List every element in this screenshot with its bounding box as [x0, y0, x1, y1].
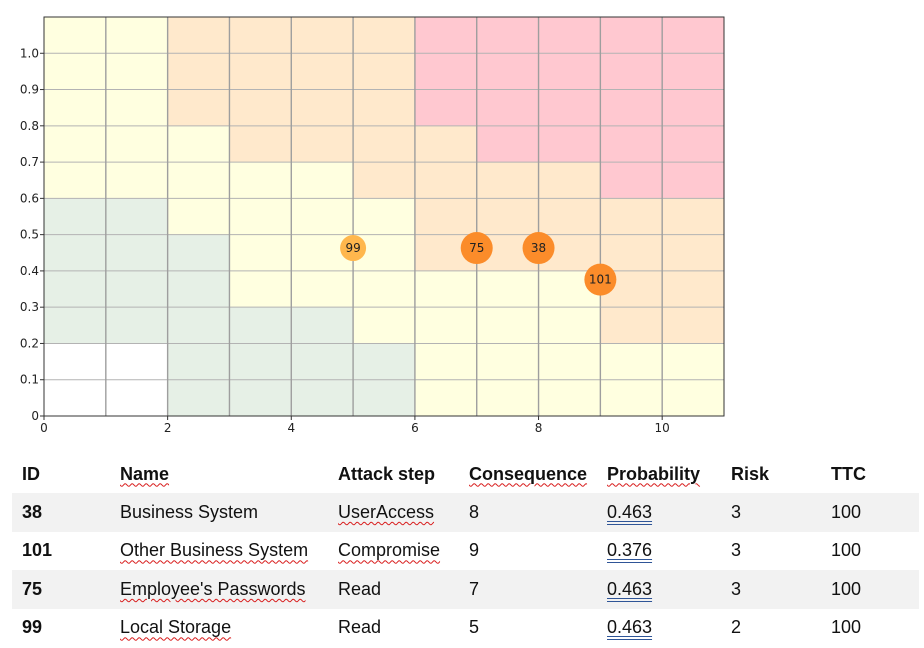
cell-ttc: 100	[831, 540, 862, 561]
y-tick-label: 0.8	[20, 119, 39, 133]
risk-zone-high	[167, 17, 230, 126]
data-point	[460, 232, 493, 265]
cell-name: Other Business System	[120, 540, 309, 561]
cell-name: Local Storage	[120, 617, 232, 638]
risk-matrix-chart: 0 2 4 6 8 10 0 0.1 0.2 0.3 0.4 0.5 0.6 0.7 0.8 0.9 1.0 9…	[20, 16, 725, 435]
data-points: 99 75 38 101	[340, 232, 617, 296]
y-tick-label: 0.5	[20, 228, 39, 242]
cell-consequence: 9	[469, 540, 480, 561]
cell-probability: 0.463	[607, 617, 653, 638]
y-tick-label: 1.0	[20, 46, 39, 60]
cell-id: 75	[12, 570, 110, 609]
x-tick-label: 6	[411, 421, 419, 435]
y-tick-label: 0.1	[20, 373, 39, 387]
data-point	[584, 263, 617, 296]
x-tick-label: 4	[287, 421, 295, 435]
cell-risk: 2	[731, 617, 742, 638]
risk-zone-critical	[414, 17, 477, 126]
risk-zone-medium	[167, 125, 230, 235]
cell-probability: 0.463	[597, 493, 721, 532]
cell-attack-step: Read	[328, 570, 459, 609]
cell-consequence: 5	[469, 617, 480, 638]
x-tick-label: 2	[164, 421, 172, 435]
header-consequence: Consequence	[469, 463, 588, 484]
cell-probability: 0.376	[607, 540, 653, 561]
data-point-label: 38	[531, 241, 546, 255]
x-tick-label: 0	[40, 421, 48, 435]
y-tick-label: 0	[31, 409, 39, 423]
cell-attack-step: Compromise	[338, 540, 441, 561]
y-tick-label: 0.2	[20, 336, 39, 350]
header-probability: Probability	[607, 463, 701, 484]
table-row: 38 Business System UserAccess 8 0.463 3 …	[12, 493, 919, 532]
x-tick-label: 10	[655, 421, 670, 435]
cell-id: 101	[22, 540, 53, 561]
y-tick-label: 0.4	[20, 264, 39, 278]
risk-zone-high	[353, 17, 415, 199]
header-attack-step: Attack step	[338, 463, 436, 484]
cell-ttc: 100	[821, 493, 919, 532]
plot-frame	[43, 16, 725, 417]
table-row: 99 Local Storage Read 5 0.463 2 100	[12, 609, 919, 648]
table-header-row: ID Name Attack step Consequence Probabil…	[12, 455, 919, 493]
table-row: 75 Employee's Passwords Read 7 0.463 3 1…	[12, 570, 919, 609]
cell-risk: 3	[721, 570, 821, 609]
data-point-label: 75	[469, 241, 484, 255]
risk-table: ID Name Attack step Consequence Probabil…	[12, 455, 919, 647]
header-ttc: TTC	[831, 463, 866, 484]
x-tick-label: 8	[535, 421, 543, 435]
data-point-label: 99	[345, 241, 360, 255]
data-point-label: 101	[589, 273, 612, 287]
risk-zone-low	[167, 234, 230, 416]
data-point	[340, 235, 367, 262]
header-risk: Risk	[731, 463, 770, 484]
cell-risk: 3	[721, 493, 821, 532]
cell-ttc: 100	[831, 617, 862, 638]
risk-zones	[44, 17, 724, 416]
cell-id: 99	[22, 617, 43, 638]
cell-id: 38	[12, 493, 110, 532]
cell-attack-step: UserAccess	[328, 493, 459, 532]
cell-attack-step: Read	[338, 617, 382, 638]
y-tick-label: 0.7	[20, 155, 39, 169]
y-tick-label: 0.9	[20, 83, 39, 97]
header-id: ID	[22, 463, 40, 484]
grid	[44, 17, 724, 416]
header-name: Name	[120, 463, 170, 484]
cell-name: Business System	[110, 493, 328, 532]
cell-consequence: 8	[459, 493, 597, 532]
table-row: 101 Other Business System Compromise 9 0…	[12, 532, 919, 571]
cell-ttc: 100	[821, 570, 919, 609]
cell-name: Employee's Passwords	[110, 570, 328, 609]
cell-risk: 3	[731, 540, 742, 561]
cell-probability: 0.463	[597, 570, 721, 609]
y-tick-label: 0.6	[20, 191, 39, 205]
cell-consequence: 7	[459, 570, 597, 609]
data-point	[522, 232, 555, 265]
y-tick-label: 0.3	[20, 300, 39, 314]
axes: 0 2 4 6 8 10 0 0.1 0.2 0.3 0.4 0.5 0.6 0.7 0.8 0.9 1.0	[20, 16, 725, 435]
